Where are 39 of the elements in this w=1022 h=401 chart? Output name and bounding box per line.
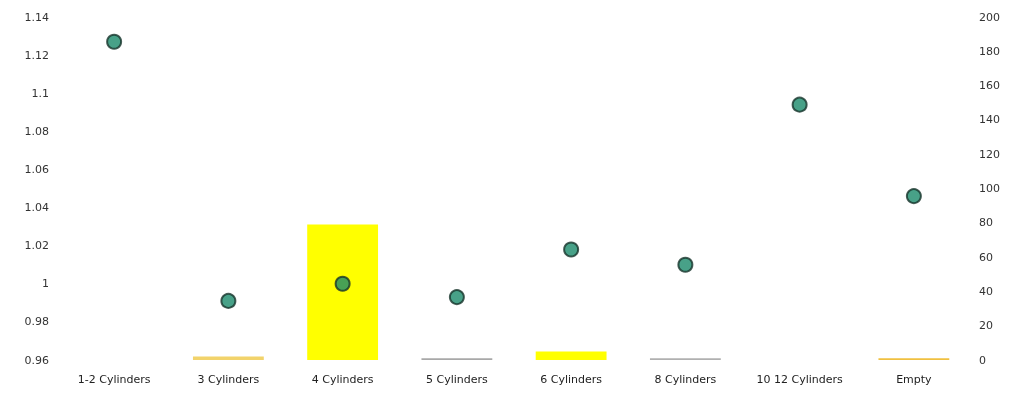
x-tick-label: 6 Cylinders: [540, 373, 603, 386]
x-tick-label: 5 Cylinders: [425, 373, 489, 386]
y-tick-label: 1.04: [24, 201, 49, 215]
bar: [307, 224, 379, 360]
y2-tick-label: 40: [979, 284, 993, 298]
y2-tick-label: 120: [979, 147, 1000, 161]
y-tick-label: 1.1: [31, 86, 49, 100]
point: [791, 96, 808, 113]
y-tick-label: 1: [42, 277, 49, 291]
y-tick-label: 1.08: [24, 124, 49, 138]
y-tick-label: 1.14: [24, 10, 49, 24]
y2-tick-label: 60: [979, 250, 993, 264]
y2-tick-label: 160: [979, 79, 1000, 93]
y2-tick-label: 0: [979, 353, 986, 367]
x-tick-label: 8 Cylinders: [654, 373, 717, 386]
y-tick-label: 0.96: [24, 353, 49, 367]
point: [448, 289, 465, 306]
x-tick-label: 3 Cylinders: [197, 373, 260, 386]
y2-tick-label: 20: [979, 319, 993, 333]
point: [905, 188, 922, 205]
y2-tick-label: 180: [979, 44, 1000, 58]
point: [106, 33, 123, 50]
y-tick-label: 0.98: [24, 315, 49, 329]
y2-tick-label: 140: [979, 113, 1000, 127]
point: [563, 241, 580, 258]
point: [220, 292, 237, 309]
y-tick-label: 1.06: [24, 162, 49, 176]
y2-tick-label: 200: [979, 10, 1000, 24]
x-tick-label: 1-2 Cylinders: [77, 373, 151, 386]
y2-tick-label: 100: [979, 182, 1000, 195]
x-tick-label: Empty: [896, 373, 933, 386]
point: [334, 275, 351, 292]
y2-tick-label: 80: [979, 216, 993, 230]
y-tick-label: 1.12: [24, 48, 49, 62]
x-tick-label: 10 12 Cylinders: [756, 373, 844, 386]
y-tick-label: 1.02: [24, 239, 49, 253]
bar: [535, 351, 607, 360]
point: [677, 256, 694, 273]
x-tick-label: 4 Cylinders: [311, 373, 374, 386]
